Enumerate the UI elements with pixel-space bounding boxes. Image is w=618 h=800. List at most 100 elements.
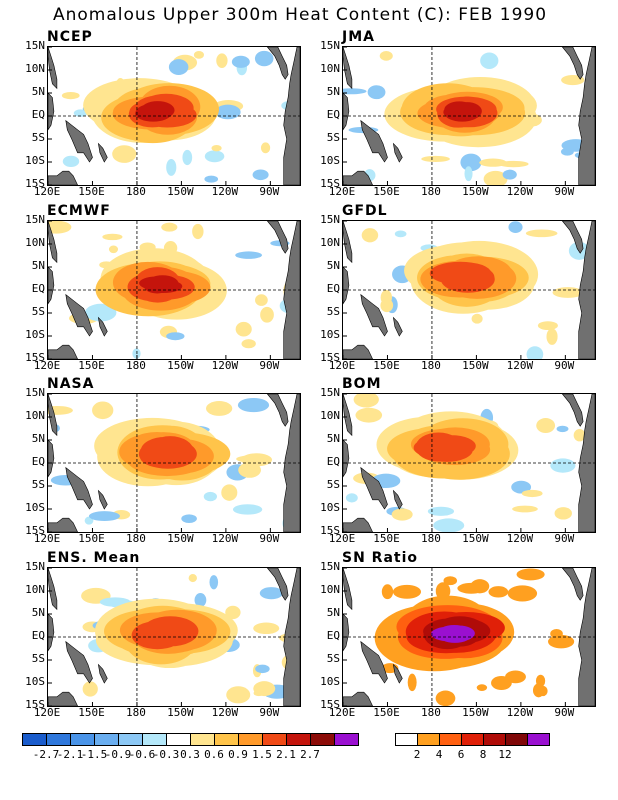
ncep-anomaly-patch xyxy=(182,149,193,166)
solomon-islands-land xyxy=(392,663,403,684)
jma-ytick-label: 10S xyxy=(320,154,340,167)
new-guinea-land xyxy=(65,293,93,337)
new-guinea-land xyxy=(65,466,93,510)
ncep-ytick-label: EQ xyxy=(31,108,45,121)
ecmwf-anomaly-patch xyxy=(241,339,256,349)
ens-mean-ytick-label: 15N xyxy=(25,560,45,573)
ens-mean-xtick-label: 120W xyxy=(211,706,239,719)
sn-ratio-ytick-label: 10N xyxy=(320,583,340,596)
central-america-land xyxy=(562,221,584,254)
jma-panel-title: JMA xyxy=(342,29,375,45)
ens-mean-anomaly-patch xyxy=(259,587,283,600)
anomaly-colorbar-swatch xyxy=(239,734,263,745)
ncep-ytick-label: 10N xyxy=(25,62,45,75)
borneo-land xyxy=(343,92,350,131)
nasa-anomaly-patch xyxy=(206,401,233,416)
nasa-panel xyxy=(47,393,301,533)
bom-anomaly-patch xyxy=(345,493,358,503)
borneo-land xyxy=(343,439,350,478)
jma-xtick-label: 150E xyxy=(373,185,400,198)
jma-xtick-label: 120W xyxy=(506,185,534,198)
ecmwf-anomaly-patch xyxy=(235,321,252,337)
bom-panel xyxy=(342,393,596,533)
sn-ratio-xtick-label: 90W xyxy=(554,706,575,719)
ecmwf-xtick-label: 150W xyxy=(167,359,194,372)
ncep-anomaly-patch xyxy=(61,91,80,100)
australia-land xyxy=(48,517,78,532)
gfdl-ytick-label: 5N xyxy=(326,259,340,272)
ens-mean-xtick-label: 150E xyxy=(78,706,105,719)
south-america-land xyxy=(283,568,300,706)
central-america-land xyxy=(562,47,584,80)
nasa-warm-level-4 xyxy=(138,436,197,469)
nasa-ytick-label: 10N xyxy=(25,409,45,422)
ncep-xtick-label: 90W xyxy=(259,185,280,198)
australia-land xyxy=(48,170,78,185)
ens-mean-map xyxy=(48,568,300,706)
south-america-land xyxy=(578,47,595,185)
ecmwf-anomaly-patch xyxy=(161,222,178,232)
gfdl-xtick-label: 180 xyxy=(421,359,441,372)
borneo-land xyxy=(343,613,350,652)
ncep-anomaly-patch xyxy=(73,109,88,117)
anomaly-colorbar-label: -0.6 xyxy=(128,748,156,761)
sn-ratio-colorbar-label: 6 xyxy=(457,748,465,761)
sn-ratio-colorbar-swatch xyxy=(396,734,418,745)
solomon-islands-land xyxy=(97,316,108,337)
jma-xtick-label: 90W xyxy=(554,185,575,198)
australia-land xyxy=(343,517,373,532)
sn-ratio-colorbar-swatch xyxy=(440,734,462,745)
ncep-xtick-label: 150E xyxy=(78,185,105,198)
bom-ytick-label: 15S xyxy=(320,524,340,537)
australia-land xyxy=(343,170,373,185)
anomaly-colorbar-label: 2.1 xyxy=(276,748,296,761)
ecmwf-panel-title: ECMWF xyxy=(47,203,111,219)
ecmwf-ytick-label: 10N xyxy=(25,236,45,249)
ecmwf-ytick-label: EQ xyxy=(31,282,45,295)
bom-ytick-label: 15N xyxy=(320,386,340,399)
gfdl-xtick-label: 150W xyxy=(462,359,489,372)
gfdl-xtick-label: 150E xyxy=(373,359,400,372)
sn-ratio-colorbar-label: 4 xyxy=(435,748,443,761)
ens-mean-panel xyxy=(47,567,301,707)
ncep-ytick-label: 15N xyxy=(25,39,45,52)
bom-anomaly-patch xyxy=(573,429,586,442)
nasa-xtick-label: 120E xyxy=(33,532,61,545)
philippines-land xyxy=(343,47,353,90)
sn-ratio-panel xyxy=(342,567,596,707)
philippines-land xyxy=(48,221,58,264)
ecmwf-ytick-label: 5N xyxy=(31,259,45,272)
sn-ratio-anomaly-patch xyxy=(532,683,545,698)
ecmwf-xtick-label: 180 xyxy=(126,359,146,372)
borneo-land xyxy=(48,266,55,305)
ens-mean-anomaly-patch xyxy=(194,593,207,607)
anomaly-colorbar-label: -2.1 xyxy=(56,748,84,761)
ens-mean-anomaly-patch xyxy=(209,575,219,590)
south-america-land xyxy=(578,394,595,532)
ncep-ytick-label: 5N xyxy=(31,85,45,98)
sn-ratio-anomaly-patch xyxy=(516,568,545,581)
ncep-warm-level-5 xyxy=(135,101,175,122)
ens-mean-ytick-label: 10N xyxy=(25,583,45,596)
jma-anomaly-patch xyxy=(460,153,482,172)
australia-land xyxy=(48,344,78,359)
australia-land xyxy=(343,344,373,359)
nasa-xtick-label: 120W xyxy=(211,532,239,545)
gfdl-xtick-label: 120E xyxy=(328,359,356,372)
solomon-islands-land xyxy=(392,489,403,510)
gfdl-ytick-label: 5S xyxy=(326,305,340,318)
central-america-land xyxy=(267,47,289,80)
gfdl-map xyxy=(343,221,595,359)
ncep-anomaly-patch xyxy=(252,169,269,181)
new-guinea-land xyxy=(65,640,93,684)
nasa-xtick-label: 150W xyxy=(167,532,194,545)
philippines-land xyxy=(343,221,353,264)
sn-ratio-anomaly-patch xyxy=(407,673,417,692)
jma-warm-level-5 xyxy=(443,101,482,122)
new-guinea-land xyxy=(65,119,93,163)
ecmwf-anomaly-patch xyxy=(235,251,262,259)
ncep-anomaly-patch xyxy=(204,150,225,163)
nasa-ytick-label: EQ xyxy=(31,455,45,468)
sn-ratio-xtick-label: 120W xyxy=(506,706,534,719)
sn-ratio-colorbar-label: 2 xyxy=(413,748,421,761)
